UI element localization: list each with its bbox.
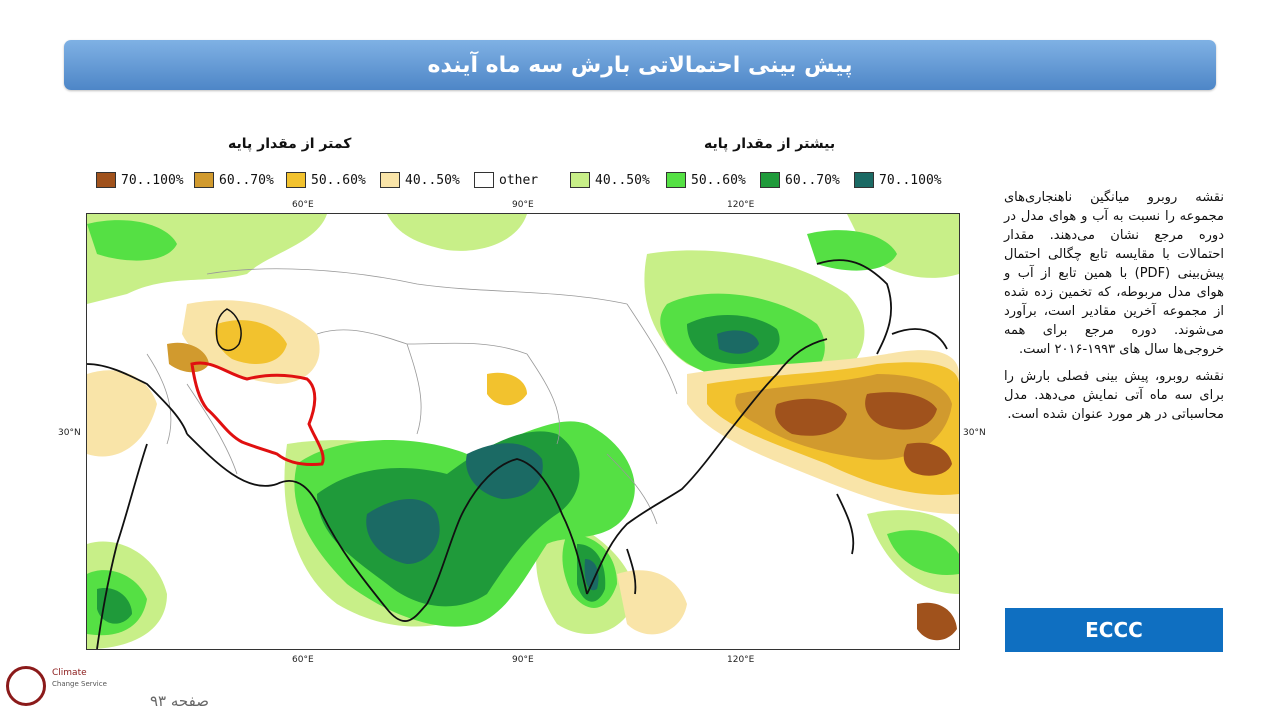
- legend-swatch: [760, 172, 780, 188]
- region-above-70: [717, 330, 759, 354]
- tick-top-60e: 60°E: [292, 200, 314, 210]
- legend-swatch: [286, 172, 306, 188]
- coastlines: [87, 259, 948, 649]
- highlighted-country-border: [190, 361, 325, 466]
- legend-item: other: [474, 170, 538, 190]
- region-above-70: [466, 443, 543, 499]
- legend-header-below: کمتر از مقدار پایه: [228, 136, 352, 152]
- legend-label: 40..50%: [405, 172, 460, 188]
- model-label: ECCC: [1005, 608, 1223, 652]
- region-below-50: [487, 372, 527, 406]
- caspian-sea: [215, 308, 242, 351]
- legend-header-above: بیشتر از مقدار پایه: [704, 136, 836, 152]
- region-below-40: [617, 570, 687, 635]
- map-canvas: [87, 214, 959, 649]
- legend-swatch: [570, 172, 590, 188]
- region-below-50: [215, 320, 287, 364]
- legend-item: 50..60%: [286, 170, 366, 190]
- region-above-40: [847, 214, 959, 278]
- legend-label: 60..70%: [219, 172, 274, 188]
- page-title: پیش بینی احتمالاتی بارش سه ماه آینده: [427, 52, 853, 78]
- country-borders: [146, 268, 678, 525]
- legend-item: 40..50%: [570, 170, 650, 190]
- region-above-50: [887, 530, 959, 575]
- legend-swatch: [194, 172, 214, 188]
- description-paragraph: نقشه روبرو میانگین ناهنجاری‌های مجموعه ر…: [1004, 190, 1224, 357]
- legend-swatch: [96, 172, 116, 188]
- legend-item: 60..70%: [760, 170, 840, 190]
- legend-swatch: [666, 172, 686, 188]
- legend-label: 50..60%: [311, 172, 366, 188]
- legend-item: 50..60%: [666, 170, 746, 190]
- legend-swatch: [854, 172, 874, 188]
- logo-text-line2: Change Service: [52, 680, 107, 688]
- legend-label: other: [499, 172, 539, 188]
- tick-right-30n: 30°N: [963, 428, 986, 438]
- legend-item: 70..100%: [96, 170, 184, 190]
- region-below-70: [865, 392, 937, 430]
- region-below-60: [167, 342, 209, 373]
- legend-item: 60..70%: [194, 170, 274, 190]
- logo-circle: [6, 666, 46, 706]
- tick-top-90e: 90°E: [512, 200, 534, 210]
- legend-label: 40..50%: [595, 172, 650, 188]
- page-number: صفحه ۹۳: [150, 692, 209, 710]
- region-below-40: [87, 370, 157, 457]
- title-bar: پیش بینی احتمالاتی بارش سه ماه آینده: [64, 40, 1216, 90]
- region-below-70: [903, 442, 952, 476]
- climate-service-logo: Climate Change Service: [6, 666, 156, 716]
- tick-top-120e: 120°E: [727, 200, 755, 210]
- description: نقشه روبرو میانگین ناهنجاری‌های مجموعه ر…: [1004, 188, 1224, 432]
- logo-text-line1: Climate: [52, 668, 87, 678]
- legend-swatch: [380, 172, 400, 188]
- region-above-40: [387, 214, 527, 251]
- legend-label: 60..70%: [785, 172, 840, 188]
- region-below-70: [917, 602, 957, 641]
- region-above-50: [87, 220, 177, 261]
- legend-item: 40..50%: [380, 170, 460, 190]
- legend-label: 50..60%: [691, 172, 746, 188]
- legend-label: 70..100%: [879, 172, 942, 188]
- tick-bottom-120e: 120°E: [727, 655, 755, 665]
- legend-item: 70..100%: [854, 170, 942, 190]
- tick-left-30n: 30°N: [58, 428, 81, 438]
- region-below-70: [775, 398, 847, 436]
- region-above-70: [584, 559, 599, 591]
- description-paragraph: نقشه روبرو، پیش بینی فصلی بارش را برای س…: [1004, 369, 1224, 422]
- forecast-map: [86, 213, 960, 650]
- tick-bottom-60e: 60°E: [292, 655, 314, 665]
- legend-label: 70..100%: [121, 172, 184, 188]
- legend: 70..100% 60..70% 50..60% 40..50% other 4…: [96, 170, 956, 190]
- legend-swatch: [474, 172, 494, 188]
- region-above-70: [366, 499, 440, 564]
- tick-bottom-90e: 90°E: [512, 655, 534, 665]
